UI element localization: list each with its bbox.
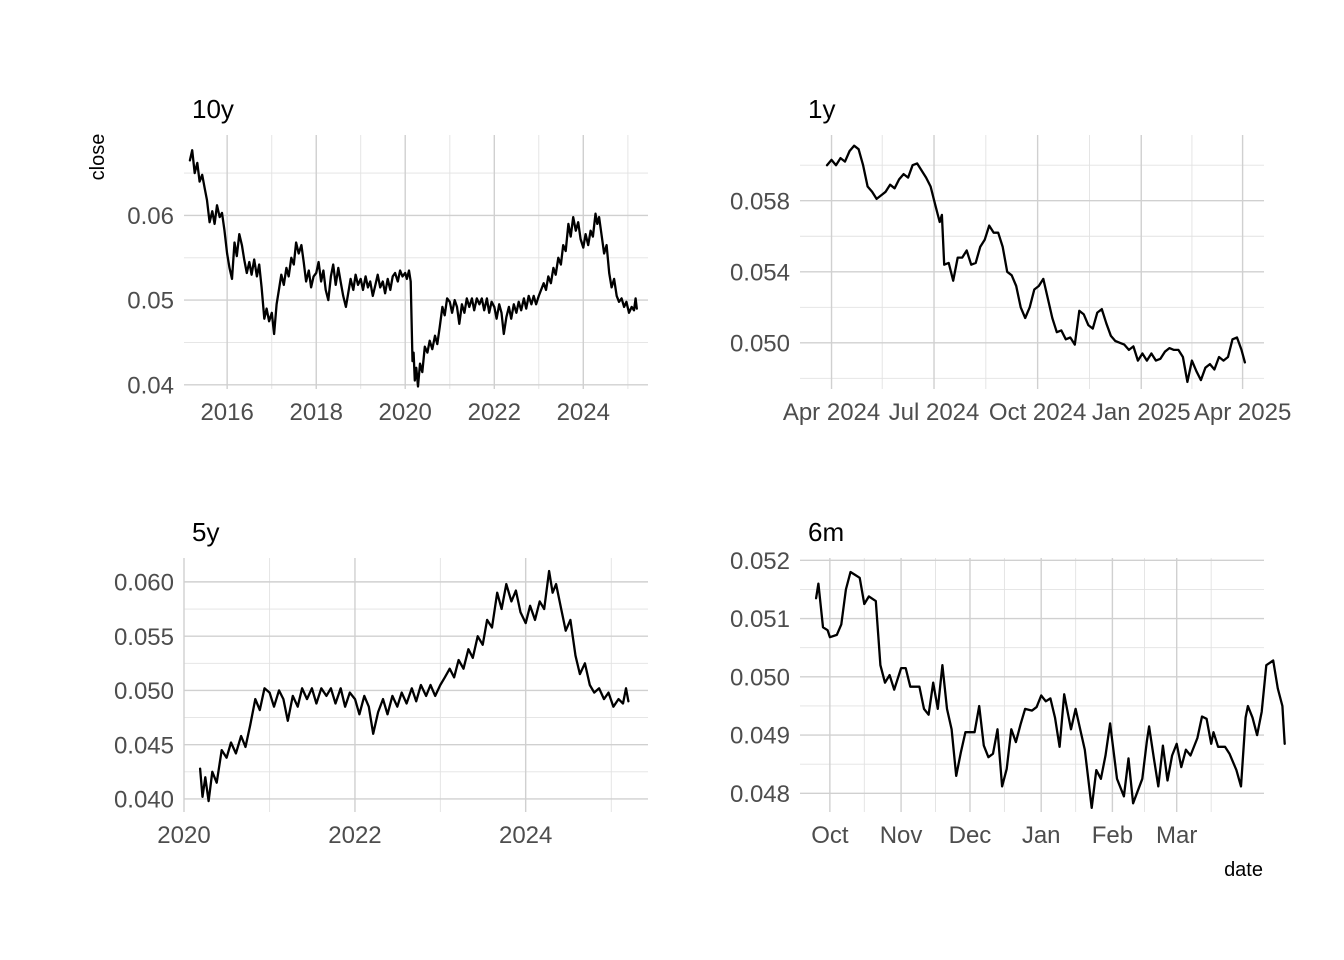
- x-tick-label: Nov: [880, 822, 923, 849]
- x-tick-label: Jul 2024: [889, 399, 980, 426]
- y-tick-label: 0.060: [114, 570, 174, 597]
- y-tick-label: 0.05: [127, 288, 174, 315]
- x-tick-label: 2022: [468, 399, 521, 426]
- series-line: [814, 570, 1286, 810]
- y-tick-label: 0.06: [127, 203, 174, 230]
- x-tick-label: Oct 2024: [989, 399, 1086, 426]
- y-tick-label: 0.049: [730, 723, 790, 750]
- y-tick-label: 0.048: [730, 781, 790, 808]
- x-tick-label: Jan: [1022, 822, 1061, 849]
- x-axis-title: date: [1224, 859, 1263, 881]
- y-tick-label: 0.050: [730, 330, 790, 357]
- x-tick-label: Jan 2025: [1092, 399, 1191, 426]
- x-tick-label: 2024: [499, 822, 552, 849]
- y-tick-label: 0.050: [114, 678, 174, 705]
- x-tick-label: 2020: [157, 822, 210, 849]
- panel-title: 6m: [808, 517, 844, 547]
- x-tick-label: Apr 2024: [783, 399, 880, 426]
- y-tick-label: 0.050: [730, 664, 790, 691]
- panel-title: 5y: [192, 517, 219, 547]
- x-tick-label: 2022: [328, 822, 381, 849]
- x-tick-label: Feb: [1092, 822, 1133, 849]
- x-tick-label: Apr 2025: [1194, 399, 1291, 426]
- series-line: [188, 149, 638, 388]
- panels: 0.04 0.05 0.06 2016 2018 2020 2022 2024 10y 0.050…: [114, 94, 1291, 849]
- panel-title: 10y: [192, 94, 234, 124]
- panel-p6m: 0.048 0.049 0.050 0.051 0.052 Oct Nov Dec Jan Feb…: [730, 517, 1286, 849]
- y-tick-label: 0.051: [730, 606, 790, 633]
- y-tick-label: 0.058: [730, 188, 790, 215]
- y-tick-label: 0.055: [114, 624, 174, 651]
- x-tick-label: Mar: [1156, 822, 1197, 849]
- panel-title: 1y: [808, 94, 835, 124]
- x-tick-label: 2024: [557, 399, 610, 426]
- y-tick-label: 0.054: [730, 259, 790, 286]
- x-tick-label: 2018: [290, 399, 343, 426]
- x-tick-label: 2020: [379, 399, 432, 426]
- x-tick-label: Oct: [811, 822, 849, 849]
- y-tick-label: 0.040: [114, 787, 174, 814]
- y-tick-label: 0.045: [114, 732, 174, 759]
- x-tick-label: Dec: [949, 822, 992, 849]
- panel-p5y: 0.040 0.045 0.050 0.055 0.060 2020 2022 2024 5y: [114, 517, 648, 849]
- series-line: [825, 144, 1247, 384]
- y-tick-label: 0.052: [730, 548, 790, 575]
- y-tick-label: 0.04: [127, 372, 174, 399]
- series-line: [198, 569, 630, 803]
- y-axis-title: close: [87, 134, 109, 181]
- panel-p10y: 0.04 0.05 0.06 2016 2018 2020 2022 2024 10y: [127, 94, 648, 426]
- x-tick-label: 2016: [200, 399, 253, 426]
- panel-p1y: 0.050 0.054 0.058 Apr 2024 Jul 2024 Oct 2024 J…: [730, 94, 1291, 426]
